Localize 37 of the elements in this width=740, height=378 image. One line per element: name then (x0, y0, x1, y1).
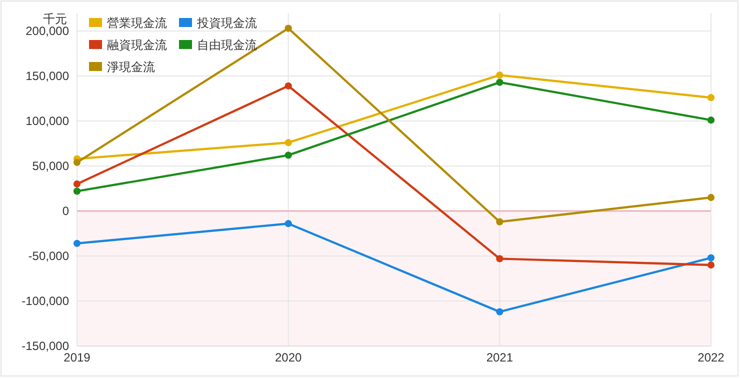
point (496, 218, 504, 226)
y-tick-label: 100,000 (26, 114, 70, 128)
x-tick-label: 2019 (64, 350, 91, 365)
legend-label: 投資現金流 (196, 16, 257, 30)
point (496, 72, 504, 79)
point (284, 152, 292, 159)
legend-label: 淨現金流 (107, 60, 155, 74)
y-tick-label: 0 (62, 204, 70, 218)
point (284, 139, 292, 146)
point (284, 24, 292, 32)
y-tick-label: -100,000 (22, 294, 70, 308)
point (284, 82, 292, 90)
point (707, 194, 715, 202)
point (707, 254, 715, 262)
y-tick-label: -50,000 (28, 248, 70, 263)
x-tick-label: 2020 (274, 350, 302, 365)
y-tick-label: 200,000 (26, 24, 70, 38)
legend-label: 自由現金流 (197, 38, 257, 52)
point (707, 94, 715, 102)
point (73, 158, 81, 166)
point (73, 188, 81, 195)
point (496, 308, 504, 316)
point (496, 78, 504, 86)
y-tick-label: -150,000 (22, 338, 70, 353)
point (73, 180, 81, 188)
x-tick-label: 2022 (698, 350, 725, 365)
legend-label: 融資現金流 (107, 38, 167, 52)
point (707, 261, 715, 269)
point (284, 220, 292, 228)
point (496, 255, 504, 262)
y-tick-label: 50,000 (32, 158, 70, 173)
legend-label: 營業現金流 (107, 16, 167, 30)
point (707, 116, 715, 124)
y-tick-label: 150,000 (26, 68, 70, 83)
point (73, 240, 81, 247)
y-axis-title: 千元 (43, 12, 67, 26)
x-tick-label: 2021 (486, 350, 514, 365)
